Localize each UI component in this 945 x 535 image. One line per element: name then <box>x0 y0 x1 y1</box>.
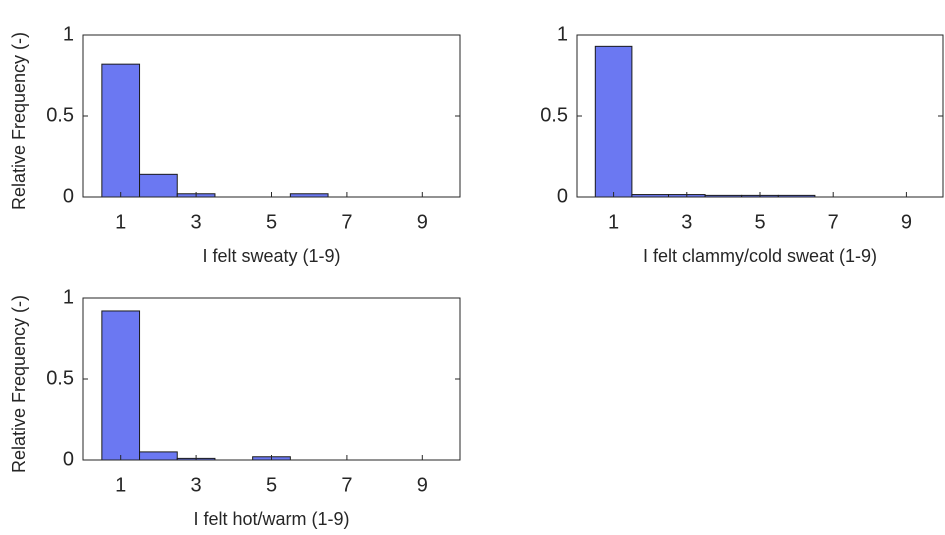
y-axis-label: Relative Frequency (-) <box>9 32 29 210</box>
y-tick-label: 1 <box>557 23 568 45</box>
x-tick-label: 7 <box>341 474 352 496</box>
y-tick-label: 1 <box>63 23 74 45</box>
x-tick-label: 5 <box>754 211 765 233</box>
bar <box>139 173 178 198</box>
x-axis-label: I felt clammy/cold sweat (1-9) <box>643 246 877 266</box>
y-axis-label: Relative Frequency (-) <box>9 295 29 473</box>
bar <box>594 45 633 198</box>
x-tick-label: 9 <box>901 211 912 233</box>
x-tick-label: 7 <box>341 211 352 233</box>
bar <box>101 310 141 461</box>
x-tick-label: 5 <box>266 211 277 233</box>
y-tick-label: 1 <box>63 286 74 308</box>
x-tick-label: 3 <box>681 211 692 233</box>
x-axis-label: I felt sweaty (1-9) <box>202 246 340 266</box>
x-tick-label: 1 <box>115 211 126 233</box>
y-tick-label: 0 <box>63 448 74 470</box>
x-tick-label: 7 <box>828 211 839 233</box>
x-tick-label: 1 <box>115 474 126 496</box>
bar <box>139 451 178 461</box>
x-tick-label: 1 <box>608 211 619 233</box>
y-tick-label: 0.5 <box>540 104 568 126</box>
y-tick-label: 0.5 <box>46 104 74 126</box>
y-tick-label: 0 <box>63 185 74 207</box>
x-tick-label: 9 <box>417 474 428 496</box>
x-tick-label: 3 <box>191 474 202 496</box>
x-tick-label: 5 <box>266 474 277 496</box>
x-axis-label: I felt hot/warm (1-9) <box>193 509 349 529</box>
bar <box>101 63 141 198</box>
y-tick-label: 0.5 <box>46 367 74 389</box>
y-tick-label: 0 <box>557 185 568 207</box>
x-tick-label: 3 <box>191 211 202 233</box>
x-tick-label: 9 <box>417 211 428 233</box>
